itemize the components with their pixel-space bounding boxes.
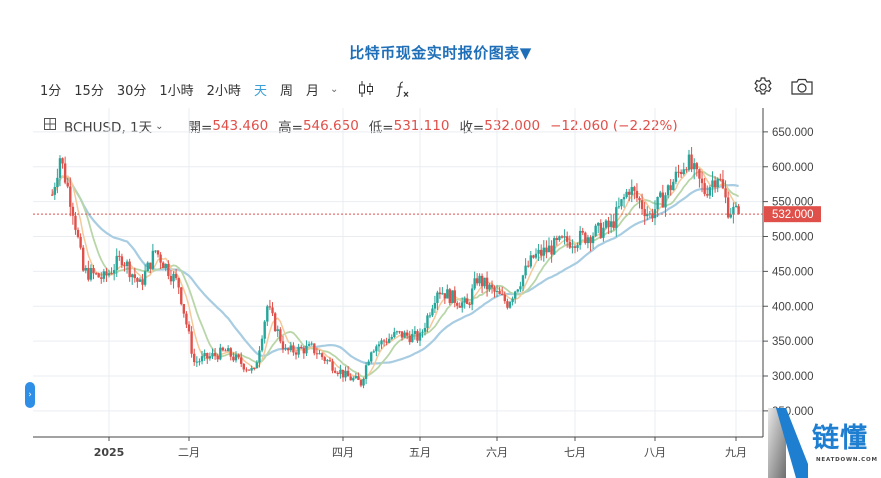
svg-text:五月: 五月 (409, 446, 431, 459)
low-value: 531.110 (393, 118, 450, 134)
svg-text:2025: 2025 (94, 446, 125, 459)
plus-square-icon[interactable] (44, 118, 56, 134)
svg-text:350.000: 350.000 (772, 336, 814, 348)
svg-text:400.000: 400.000 (772, 301, 814, 313)
timeframe-1d[interactable]: 天 (253, 83, 267, 99)
svg-text:450.000: 450.000 (772, 266, 814, 278)
high-value: 546.650 (302, 118, 359, 134)
open-label: 開= (187, 120, 213, 136)
symbol-chevron-down-icon[interactable]: ⌄ (155, 120, 164, 132)
svg-text:七月: 七月 (564, 446, 586, 459)
svg-text:600.000: 600.000 (772, 162, 814, 174)
timeframe-30m[interactable]: 30分 (116, 83, 147, 99)
svg-text:九月: 九月 (725, 446, 747, 459)
symbol-label[interactable]: BCHUSD, 1天 (64, 120, 153, 136)
logo-text-cn: 链懂 (812, 423, 868, 454)
chart-grid (33, 108, 763, 437)
fx-icon[interactable] (394, 80, 410, 98)
camera-icon[interactable] (790, 77, 814, 101)
timeframe-1w[interactable]: 周 (279, 83, 293, 99)
logo-text-en: NEATDOWN.COM (816, 457, 878, 463)
svg-text:532.000: 532.000 (772, 209, 814, 221)
timeframe-15m[interactable]: 15分 (74, 83, 104, 99)
svg-text:四月: 四月 (332, 446, 354, 459)
change-value: −12.060 (−2.22%) (550, 118, 678, 134)
page-title[interactable]: 比特币现金实时报价图表▼ (349, 44, 532, 62)
expand-panel-handle[interactable]: › (25, 382, 35, 408)
ohlc-legend: BCHUSD, 1天 ⌄ 開= 543.460 高= 546.650 低= 53… (44, 116, 678, 136)
chart-toolbar: 1分 15分 30分 1小時 2小時 天 周 月 ⌄ (40, 78, 430, 100)
svg-text:八月: 八月 (644, 446, 666, 459)
timeframe-2h[interactable]: 2小時 (206, 83, 241, 99)
svg-text:550.000: 550.000 (772, 197, 814, 209)
close-label: 收= (459, 120, 485, 136)
svg-text:300.000: 300.000 (772, 371, 814, 383)
watermark-logo: 链懂 NEATDOWN.COM (766, 406, 881, 478)
low-label: 低= (368, 120, 394, 136)
svg-text:六月: 六月 (486, 446, 508, 459)
moving-averages (51, 165, 740, 381)
svg-text:500.000: 500.000 (772, 232, 814, 244)
right-toolbar (752, 76, 814, 102)
more-timeframes-chevron-down-icon[interactable]: ⌄ (329, 83, 339, 95)
candlestick-icon[interactable] (358, 80, 374, 98)
timeframe-1m[interactable]: 1分 (40, 83, 62, 99)
open-value: 543.460 (212, 118, 269, 134)
chart-axes: 650.000 600.000 550.000 500.000 450.000 400.0… (33, 108, 821, 459)
svg-text:650.000: 650.000 (772, 127, 814, 139)
timeframe-1mo[interactable]: 月 (305, 83, 319, 99)
candlesticks (51, 147, 740, 389)
timeframe-1h[interactable]: 1小時 (159, 83, 194, 99)
close-value: 532.000 (484, 118, 541, 134)
gear-icon[interactable] (752, 76, 774, 102)
high-label: 高= (278, 120, 303, 136)
svg-text:二月: 二月 (178, 446, 200, 459)
